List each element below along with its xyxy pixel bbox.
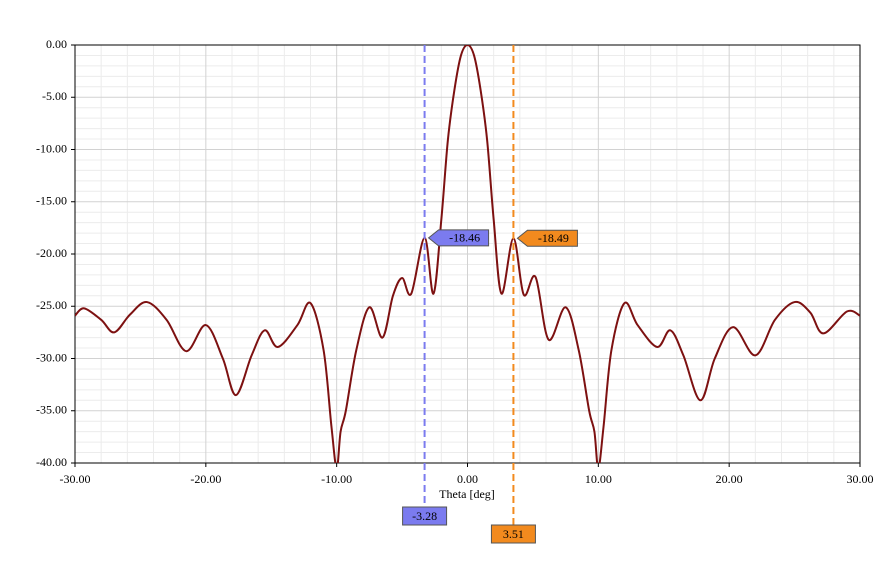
marker-x-label: 3.51 xyxy=(490,524,536,544)
plot-area xyxy=(75,45,860,463)
x-tick-label: -10.00 xyxy=(321,472,352,486)
y-tick-label: -15.00 xyxy=(36,194,67,208)
x-tick-label: -30.00 xyxy=(60,472,91,486)
marker-x-box xyxy=(490,524,536,544)
y-tick-label: -5.00 xyxy=(42,89,67,103)
y-tick-label: -10.00 xyxy=(36,141,67,155)
line xyxy=(75,45,860,463)
marker-y-box xyxy=(516,229,578,247)
y-tick-label: -25.00 xyxy=(36,298,67,312)
marker-y-value: -18.49 xyxy=(538,231,569,245)
y-tick-label: -20.00 xyxy=(36,246,67,260)
y-tick-label: -40.00 xyxy=(36,455,67,469)
y-tick-label: -30.00 xyxy=(36,350,67,364)
x-tick-label: 30.00 xyxy=(847,472,874,486)
x-tick-label: -20.00 xyxy=(190,472,221,486)
x-axis-label: Theta [deg] xyxy=(439,487,495,501)
grid xyxy=(71,44,861,467)
marker-y-label: -18.49 xyxy=(516,229,578,247)
overlay: -30.00 -20.00 -10.00 0.00 10.00 20.00 30.00 0.0… xyxy=(36,37,874,544)
y-tick-label: 0.00 xyxy=(46,37,67,51)
x-tick-label: 20.00 xyxy=(716,472,743,486)
marker-x-box xyxy=(402,506,448,526)
marker-y-value: -18.46 xyxy=(449,231,480,245)
marker-x-label: -3.28 xyxy=(402,506,448,526)
marker-y-label: -18.46 xyxy=(427,229,490,247)
marker-x-value: 3.51 xyxy=(503,527,524,541)
marker-x-value: -3.28 xyxy=(412,509,437,523)
y-tick-label: -35.00 xyxy=(36,403,67,417)
x-tick-label: 10.00 xyxy=(585,472,612,486)
marker-y-box xyxy=(427,229,490,247)
x-tick-label: 0.00 xyxy=(457,472,478,486)
